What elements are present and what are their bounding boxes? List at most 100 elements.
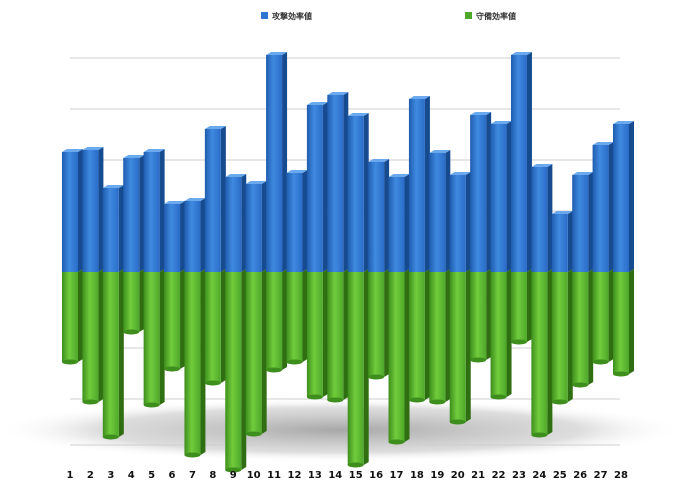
defense-bar-side [465,269,471,422]
attack-bar-side [220,126,226,272]
defense-bar [531,272,548,435]
attack-bar-side [261,181,267,272]
attack-bar-cap [408,96,430,99]
attack-bar-side [322,102,328,272]
attack-bar [204,129,221,272]
defense-bar [613,272,629,374]
defense-bar [429,272,446,402]
x-tick-label: 24 [532,470,546,481]
attack-bar-cap [592,142,614,145]
attack-bar-cap [551,211,573,214]
attack-bar [327,95,344,272]
attack-bar-cap [82,147,104,150]
x-tick-label: 22 [492,470,506,481]
attack-bar [184,201,201,272]
defense-bar [225,272,242,470]
defense-bar-side [567,269,573,402]
x-tick-label: 15 [349,470,363,481]
defense-bar-side [98,269,104,402]
attack-bar-cap [184,198,206,201]
attack-bar-side [282,52,288,272]
attack-bar [306,105,323,272]
x-tick-label: 14 [328,470,342,481]
attack-bar [368,162,385,272]
defense-bar [551,272,568,402]
attack-bar [347,116,364,272]
x-tick-label: 16 [369,470,383,481]
bars [62,52,634,473]
attack-bar [592,145,609,272]
defense-bar-side [302,269,308,362]
attack-bar-side [526,52,532,272]
attack-bar-side [588,172,594,272]
defense-bar-side [588,269,594,385]
attack-bar-side [445,150,451,272]
attack-bar-cap [62,149,83,152]
defense-bar-side [118,269,124,437]
x-tick-label: 20 [451,470,465,481]
defense-bar [510,272,527,342]
defense-bar-side [629,269,634,374]
attack-bar [286,173,303,272]
attack-bar-cap [490,121,512,124]
attack-bar [123,158,140,272]
attack-bar-side [424,96,430,272]
defense-bar-end [388,439,405,445]
attack-bar [143,152,160,272]
defense-bar-side [180,269,186,369]
defense-bar [327,272,344,400]
defense-bar [592,272,609,362]
legend: 攻撃効率値 守備効率値 [261,11,516,21]
defense-bar [266,272,283,370]
defense-bar-end [266,367,283,373]
defense-bar [164,272,181,369]
attack-bar-cap [572,172,594,175]
attack-bar-side [343,92,349,272]
attack-bar-side [486,112,492,272]
legend-swatch [261,12,268,19]
x-tick-label: 4 [128,470,135,481]
attack-bar-cap [204,126,226,129]
x-tick-label: 9 [230,470,237,481]
defense-bar [306,272,323,397]
x-tick-label: 10 [247,470,261,481]
defense-bar-end [347,462,364,468]
attack-bar-side [98,147,104,272]
defense-bar-end [572,382,589,388]
x-tick-label: 6 [169,470,176,481]
defense-bar-side [486,269,492,360]
legend-label: 攻撃効率値 [272,11,312,21]
defense-bar-side [200,269,206,455]
defense-bar-end [184,452,201,458]
attack-bar-cap [123,155,145,158]
attack-bar-cap [102,185,124,188]
attack-bar-side [465,172,471,272]
floor-shadow [0,398,682,462]
attack-bar [613,124,629,272]
defense-bar-side [608,269,614,362]
attack-bar [551,214,568,272]
attack-bar-cap [429,150,451,153]
x-tick-label: 27 [594,470,608,481]
attack-bar-side [159,149,165,272]
defense-bar-end [613,371,629,377]
defense-bar-end [510,339,527,345]
defense-bar-end [286,359,303,365]
attack-bar [470,115,487,272]
attack-bar-side [567,211,573,272]
attack-bar-cap [388,174,410,177]
defense-bar-side [282,269,288,370]
defense-bar-side [159,269,165,405]
x-tick-label: 8 [209,470,216,481]
x-tick-label: 11 [267,470,281,481]
attack-bar-cap [449,172,471,175]
defense-bar-side [506,269,512,397]
defense-bar-side [404,269,410,442]
defense-bar [572,272,589,385]
attack-bar-cap [368,159,390,162]
defense-bar-side [445,269,451,402]
attack-bar-side [629,121,634,272]
attack-bar [62,152,78,272]
defense-bar-end [490,394,507,400]
defense-bar-side [241,269,247,470]
